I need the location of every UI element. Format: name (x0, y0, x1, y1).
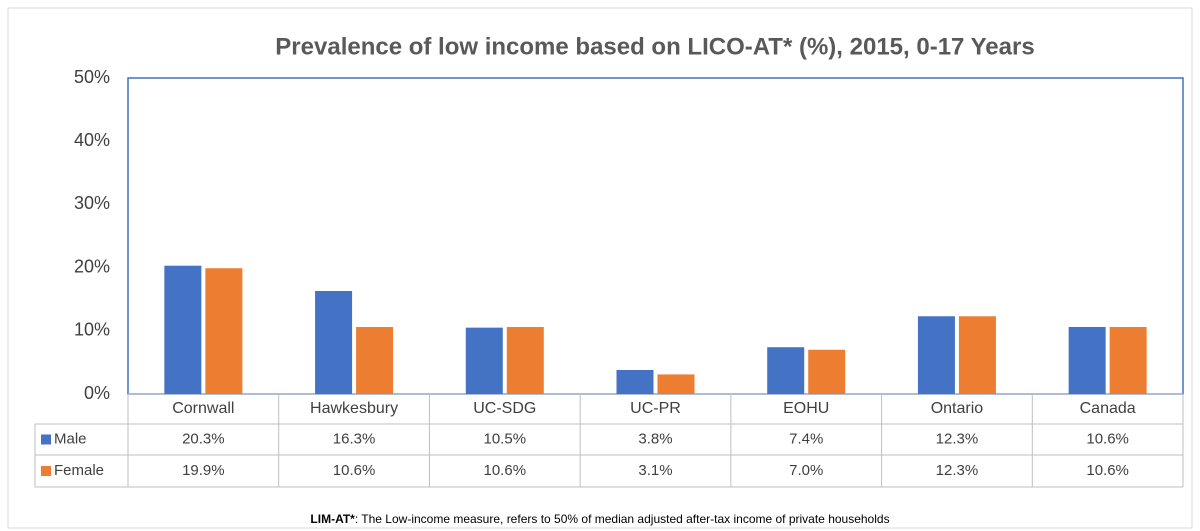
bar (164, 265, 202, 394)
x-tick-label: UC-SDG (473, 400, 536, 417)
chart-border (7, 7, 1193, 529)
bar (465, 327, 503, 394)
x-tick-label: Hawkesbury (310, 400, 398, 417)
bar (958, 316, 996, 394)
bar (205, 268, 243, 394)
footnote: LIM-AT*: The Low-income measure, refers … (310, 512, 889, 526)
y-tick-label: 30% (74, 193, 110, 213)
y-tick-label: 0% (84, 383, 110, 403)
table-value: 10.6% (484, 462, 527, 479)
legend-label: Female (54, 462, 104, 479)
x-tick-label: EOHU (783, 400, 829, 417)
table-value: 20.3% (182, 430, 225, 447)
bar (1109, 327, 1147, 394)
table-value: 10.6% (1086, 462, 1129, 479)
legend-swatch (41, 466, 51, 476)
table-value: 3.1% (638, 462, 672, 479)
y-tick-label: 50% (74, 67, 110, 87)
bar (767, 347, 805, 394)
x-tick-label: UC-PR (630, 400, 681, 417)
footnote-text: : The Low-income measure, refers to 50% … (355, 512, 890, 526)
table-value: 7.0% (789, 462, 823, 479)
y-tick-label: 10% (74, 320, 110, 340)
bar (808, 349, 846, 394)
y-tick-label: 40% (74, 130, 110, 150)
x-tick-label: Ontario (931, 400, 984, 417)
table-value: 10.5% (484, 430, 527, 447)
table-value: 10.6% (1086, 430, 1129, 447)
bar (616, 369, 654, 394)
table-value: 12.3% (936, 430, 979, 447)
legend-label: Male (54, 430, 87, 447)
table-value: 7.4% (789, 430, 823, 447)
bar (917, 316, 955, 394)
table-value: 10.6% (333, 462, 376, 479)
table-value: 16.3% (333, 430, 376, 447)
bar (1068, 327, 1106, 394)
x-tick-label: Cornwall (172, 400, 234, 417)
footnote-term: LIM-AT* (310, 512, 355, 526)
bar (506, 327, 544, 394)
chart-title: Prevalence of low income based on LICO-A… (275, 33, 1034, 60)
table-value: 12.3% (936, 462, 979, 479)
bar (356, 327, 394, 394)
table-value: 19.9% (182, 462, 225, 479)
table-value: 3.8% (638, 430, 672, 447)
x-tick-label: Canada (1080, 400, 1136, 417)
bar (657, 374, 695, 394)
bar (315, 290, 353, 394)
legend-swatch (41, 434, 51, 445)
y-tick-label: 20% (74, 256, 110, 276)
